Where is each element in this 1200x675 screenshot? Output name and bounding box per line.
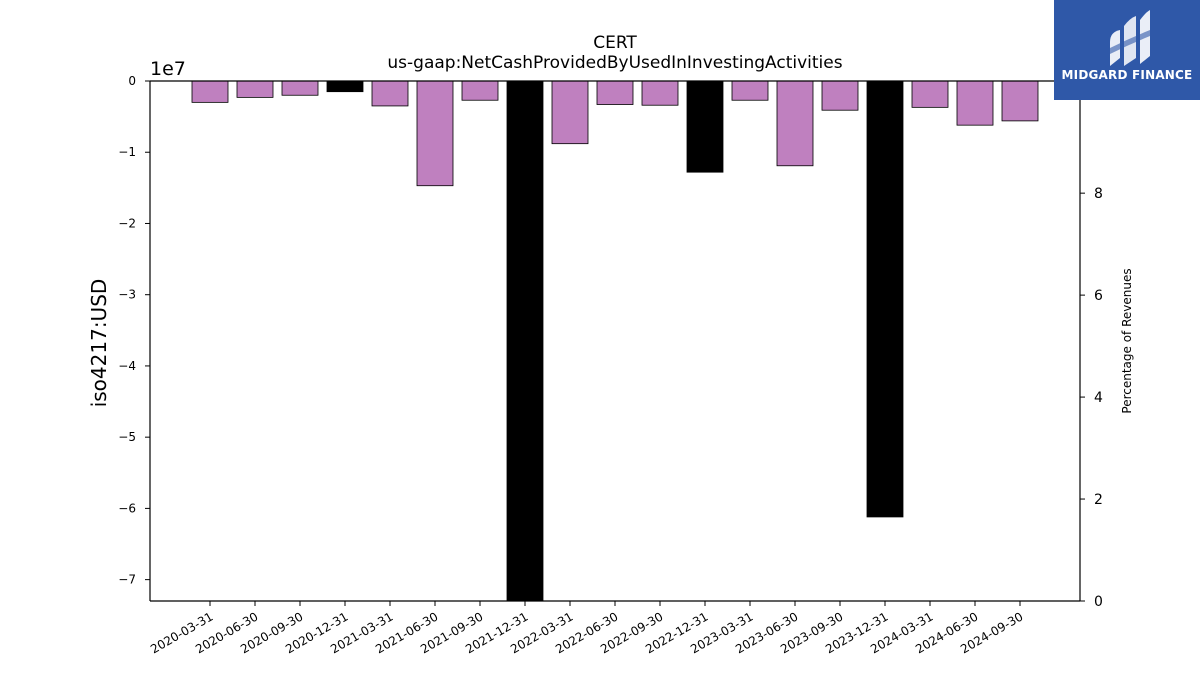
y2-tick-label: 2	[1094, 492, 1103, 508]
bar-2022-12-31	[686, 80, 724, 173]
bar-2022-03-31	[551, 80, 589, 145]
bar-2024-06-30	[956, 80, 994, 126]
y2-tick-label: 8	[1094, 186, 1103, 202]
y-axis-label: iso4217:USD	[87, 279, 111, 408]
y2-tick-label: 0	[1094, 594, 1103, 610]
chart-title: CERT	[593, 33, 637, 53]
logo-mark-icon	[1110, 10, 1150, 66]
bar-2024-09-30	[1001, 80, 1039, 122]
bar-2021-09-30	[461, 80, 499, 101]
bar-2021-12-31	[506, 80, 544, 602]
bar-2021-03-31	[371, 80, 409, 107]
logo-text: MIDGARD FINANCE	[1061, 68, 1193, 82]
y-offset-label: 1e7	[150, 58, 186, 80]
bar-2023-06-30	[776, 80, 814, 167]
y-tick-label: −2	[118, 216, 136, 230]
midgard-finance-logo: MIDGARD FINANCE	[1054, 0, 1200, 100]
y-tick-label: −1	[118, 145, 136, 159]
bar-2022-09-30	[641, 80, 679, 106]
bar-2020-06-30	[236, 80, 274, 98]
bar-2021-06-30	[416, 80, 454, 187]
chart-subtitle: us-gaap:NetCashProvidedByUsedInInvesting…	[387, 53, 842, 73]
bar-2023-12-31	[866, 80, 904, 518]
bars-layer	[191, 80, 1039, 602]
y-tick-label: −7	[118, 573, 136, 587]
y-tick-label: 0	[128, 74, 136, 88]
bar-2022-06-30	[596, 80, 634, 105]
y-tick-label: −5	[118, 430, 136, 444]
y-tick-label: −3	[118, 288, 136, 302]
bar-2020-03-31	[191, 80, 229, 103]
bar-2023-03-31	[731, 80, 769, 101]
bar-2020-12-31	[326, 80, 364, 93]
y-tick-label: −6	[118, 501, 136, 515]
y2-axis-label: Percentage of Revenues	[1120, 268, 1134, 413]
bar-2020-09-30	[281, 80, 319, 96]
bar-2023-09-30	[821, 80, 859, 111]
y2-tick-label: 4	[1094, 390, 1103, 406]
axes-layer: 2020-03-312020-06-302020-09-302020-12-31…	[118, 74, 1103, 656]
y2-tick-label: 6	[1094, 288, 1103, 304]
bar-2024-03-31	[911, 80, 949, 108]
y-tick-label: −4	[118, 359, 136, 373]
